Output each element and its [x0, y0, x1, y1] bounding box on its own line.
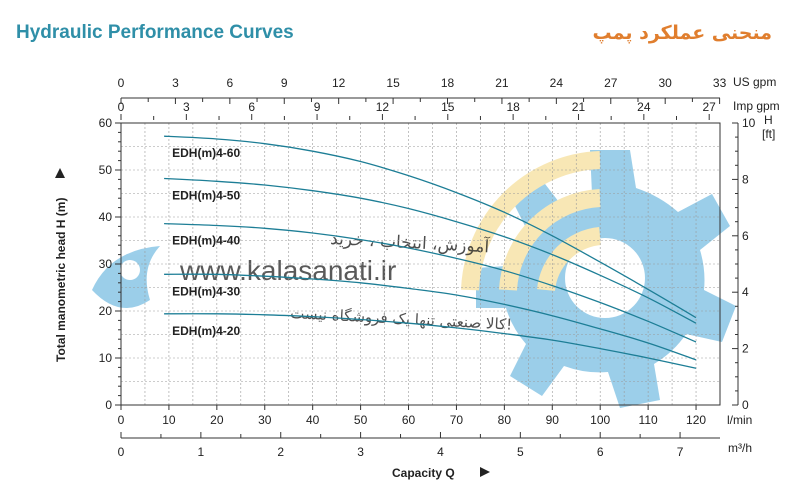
series-line-4 [164, 313, 697, 369]
series-line-2 [164, 222, 697, 343]
x-tick-label-usgpm: 12 [332, 76, 346, 90]
x-tick-label-lmin: 0 [118, 413, 125, 427]
x-tick-label-usgpm: 3 [172, 76, 179, 90]
x-tick-label-lmin: 40 [306, 413, 320, 427]
unit-m3h: m³/h [728, 441, 752, 455]
curves [164, 135, 697, 369]
y-axis-arrow-icon [55, 168, 65, 178]
x-tick-label-lmin: 80 [498, 413, 512, 427]
x-tick-label-impgpm: 12 [376, 100, 390, 114]
series-line-1 [164, 177, 697, 324]
x-tick-label-m3h: 0 [118, 445, 125, 459]
chart-title-fa: منحنی عملکرد پمپ [592, 22, 773, 44]
y-tick-label-m: 40 [99, 210, 113, 224]
y-tick-label-right: 6 [742, 229, 749, 243]
x-tick-label-lmin: 20 [210, 413, 224, 427]
x-tick-label-lmin: 10 [162, 413, 176, 427]
x-tick-label-lmin: 30 [258, 413, 272, 427]
watermark-url: www.kalasanati.ir [179, 255, 396, 286]
unit-lmin: l/min [727, 413, 752, 427]
x-tick-label-lmin: 110 [639, 413, 658, 427]
x-tick-label-usgpm: 27 [604, 76, 618, 90]
x-tick-label-impgpm: 15 [441, 100, 455, 114]
y-tick-label-right: 8 [742, 172, 749, 186]
series-label-2: EDH(m)4-40 [172, 234, 240, 248]
x-tick-label-m3h: 6 [597, 445, 604, 459]
x-tick-label-lmin: 120 [686, 413, 706, 427]
x-tick-label-impgpm: 24 [637, 100, 651, 114]
y-tick-label-right: 4 [742, 285, 749, 299]
y-tick-label-right: 10 [742, 116, 756, 130]
y-tick-label-m: 10 [99, 351, 113, 365]
x-tick-label-m3h: 4 [437, 445, 444, 459]
x-tick-label-impgpm: 6 [248, 100, 255, 114]
x-tick-label-m3h: 7 [677, 445, 684, 459]
x-tick-label-lmin: 70 [450, 413, 464, 427]
x-tick-label-impgpm: 21 [572, 100, 586, 114]
y-tick-label-m: 60 [99, 116, 113, 130]
x-tick-label-usgpm: 6 [226, 76, 233, 90]
x-tick-label-usgpm: 21 [495, 76, 509, 90]
x-tick-label-usgpm: 18 [441, 76, 455, 90]
unit-impgpm: Imp gpm [733, 99, 780, 113]
series-label-4: EDH(m)4-20 [172, 324, 240, 338]
x-tick-label-usgpm: 15 [386, 76, 400, 90]
x-tick-label-m3h: 3 [357, 445, 364, 459]
watermark-line3: کالا صنعتی تنها یک فروشگاه نیست! [290, 304, 513, 334]
x-tick-label-impgpm: 27 [703, 100, 717, 114]
x-axis-arrow-icon [480, 467, 490, 477]
unit-usgpm: US gpm [733, 75, 776, 89]
x-tick-label-usgpm: 9 [281, 76, 288, 90]
x-tick-label-impgpm: 0 [118, 100, 125, 114]
x-tick-label-usgpm: 30 [659, 76, 673, 90]
x-tick-label-impgpm: 9 [314, 100, 321, 114]
series-label-0: EDH(m)4-60 [172, 146, 240, 160]
x-tick-label-usgpm: 24 [550, 76, 564, 90]
unit-ft: [ft] [762, 127, 775, 141]
x-tick-label-m3h: 5 [517, 445, 524, 459]
curve-labels: EDH(m)4-60 EDH(m)4-50 EDH(m)4-40 EDH(m)4-30… [172, 146, 240, 338]
x-tick-label-lmin: 50 [354, 413, 368, 427]
y-axis-label: Total manometric head H (m) [54, 198, 68, 362]
chart-title-en: Hydraulic Performance Curves [16, 22, 294, 43]
drop-icon [92, 246, 160, 308]
x-tick-label-lmin: 60 [402, 413, 416, 427]
watermark-line1: آموزش، انتخاب ، خرید [330, 227, 491, 257]
y-tick-label-m: 0 [105, 398, 112, 412]
x-tick-label-lmin: 90 [546, 413, 560, 427]
y-tick-label-right: 0 [742, 398, 749, 412]
y-tick-label-m: 20 [99, 304, 113, 318]
y-tick-label-m: 30 [99, 257, 113, 271]
y-tick-label-right: 2 [742, 342, 749, 356]
x-tick-label-m3h: 2 [277, 445, 284, 459]
unit-h: H [764, 113, 773, 127]
x-axis-label: Capacity Q [392, 466, 455, 480]
x-tick-label-usgpm: 33 [713, 76, 727, 90]
series-label-1: EDH(m)4-50 [172, 188, 240, 202]
x-tick-label-lmin: 100 [590, 413, 610, 427]
y-tick-label-m: 50 [99, 163, 113, 177]
x-tick-label-usgpm: 0 [118, 76, 125, 90]
series-label-3: EDH(m)4-30 [172, 284, 240, 298]
x-tick-label-impgpm: 3 [183, 100, 190, 114]
x-tick-label-m3h: 1 [198, 445, 205, 459]
series-line-3 [164, 273, 697, 361]
x-tick-label-impgpm: 18 [506, 100, 520, 114]
series-line-0 [164, 135, 697, 319]
